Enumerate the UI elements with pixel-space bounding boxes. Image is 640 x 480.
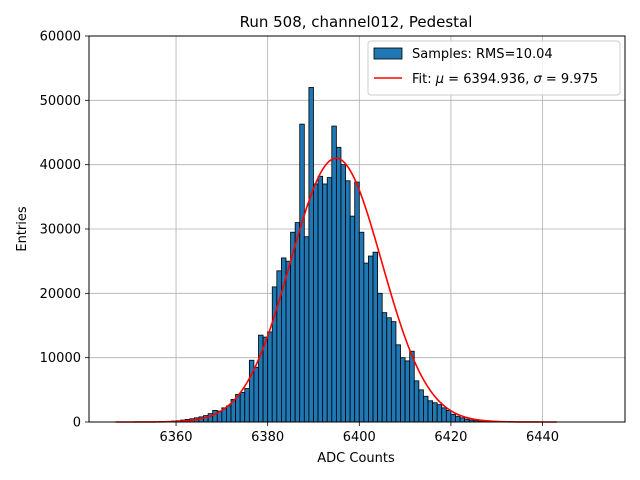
y-tick-label: 10000 bbox=[40, 351, 81, 366]
x-axis-ticks: 6360 6380 6400 6420 6440 bbox=[159, 422, 559, 445]
histogram-bar bbox=[418, 389, 424, 423]
x-tick-label: 6420 bbox=[434, 430, 467, 445]
histogram-bar bbox=[267, 331, 273, 423]
histogram-bar bbox=[262, 336, 269, 423]
legend-fit-prefix: Fit: bbox=[412, 72, 436, 87]
legend-label-fit: Fit: μ = 6394.936, σ = 9.975 bbox=[412, 72, 598, 87]
y-tick-label: 50000 bbox=[40, 94, 81, 109]
x-tick-label: 6440 bbox=[526, 430, 559, 445]
histogram-bar bbox=[226, 405, 232, 423]
histogram-bar bbox=[368, 255, 374, 423]
histogram-bar bbox=[317, 175, 324, 423]
histogram-bar bbox=[335, 146, 342, 423]
histogram-bar bbox=[409, 350, 415, 423]
x-tick-label: 6380 bbox=[251, 430, 284, 445]
x-tick-label: 6360 bbox=[159, 430, 192, 445]
histogram-bar bbox=[455, 415, 461, 423]
y-tick-label: 60000 bbox=[40, 30, 81, 45]
legend-label-samples: Samples: RMS=10.04 bbox=[412, 47, 553, 62]
histogram-bar bbox=[322, 183, 328, 423]
histogram-bar bbox=[271, 286, 278, 423]
histogram-bar bbox=[363, 262, 369, 423]
histogram-bar bbox=[372, 251, 379, 423]
y-tick-label: 40000 bbox=[40, 158, 81, 173]
histogram-bar bbox=[404, 360, 411, 423]
chart-title: Run 508, channel012, Pedestal bbox=[240, 13, 473, 31]
x-axis-label: ADC Counts bbox=[317, 451, 395, 466]
legend-fit-sigma-value: = 9.975 bbox=[542, 72, 598, 87]
gaussian-fit-curve bbox=[115, 157, 557, 423]
histogram-bar bbox=[445, 410, 452, 423]
histogram-bar bbox=[436, 404, 443, 423]
histogram-bar bbox=[331, 125, 337, 423]
y-tick-label: 20000 bbox=[40, 287, 81, 302]
legend-fit-mu-value: = 6394.936, bbox=[444, 72, 533, 87]
legend: Samples: RMS=10.04 Fit: μ = 6394.936, σ … bbox=[367, 40, 621, 96]
histogram-bar bbox=[432, 402, 438, 423]
histogram-bar bbox=[395, 344, 401, 423]
histogram-bar bbox=[358, 231, 365, 423]
histogram-bar bbox=[423, 395, 429, 423]
y-tick-label: 0 bbox=[73, 416, 81, 431]
histogram-bar bbox=[400, 357, 406, 423]
histogram-bar bbox=[326, 177, 333, 423]
histogram-bar bbox=[390, 321, 397, 423]
histogram-bar bbox=[299, 123, 305, 423]
legend-fit-sigma-symbol: σ bbox=[534, 72, 543, 87]
histogram-bar bbox=[441, 407, 447, 423]
histogram-bar bbox=[381, 312, 388, 423]
histogram-bar bbox=[308, 87, 314, 423]
histogram-bar bbox=[345, 180, 351, 423]
legend-fit-mu-symbol: μ bbox=[435, 72, 444, 87]
y-axis-ticks: 0 10000 20000 30000 40000 50000 60000 bbox=[40, 30, 89, 431]
legend-swatch-samples bbox=[373, 47, 403, 60]
y-axis-label: Entries bbox=[15, 206, 30, 252]
histogram-bar bbox=[386, 317, 392, 423]
histogram-bar bbox=[253, 366, 259, 423]
histogram-bar bbox=[313, 183, 319, 423]
histogram-bar bbox=[239, 392, 246, 423]
x-tick-label: 6400 bbox=[343, 430, 376, 445]
y-tick-label: 30000 bbox=[40, 223, 81, 238]
histogram-bar bbox=[413, 380, 420, 423]
legend-box bbox=[367, 40, 621, 96]
histogram-bar bbox=[303, 236, 310, 423]
histogram-bar bbox=[349, 215, 356, 423]
histogram-bar bbox=[212, 410, 218, 423]
histogram-bar bbox=[450, 413, 456, 423]
histogram-bar bbox=[285, 260, 291, 423]
histogram-bar bbox=[340, 164, 346, 423]
histogram-bar bbox=[427, 400, 433, 423]
histogram-bar bbox=[294, 222, 301, 423]
histogram-bar bbox=[354, 181, 360, 423]
histogram-bar bbox=[377, 292, 383, 423]
histogram-bar bbox=[459, 417, 466, 423]
histogram-bar bbox=[244, 388, 250, 423]
